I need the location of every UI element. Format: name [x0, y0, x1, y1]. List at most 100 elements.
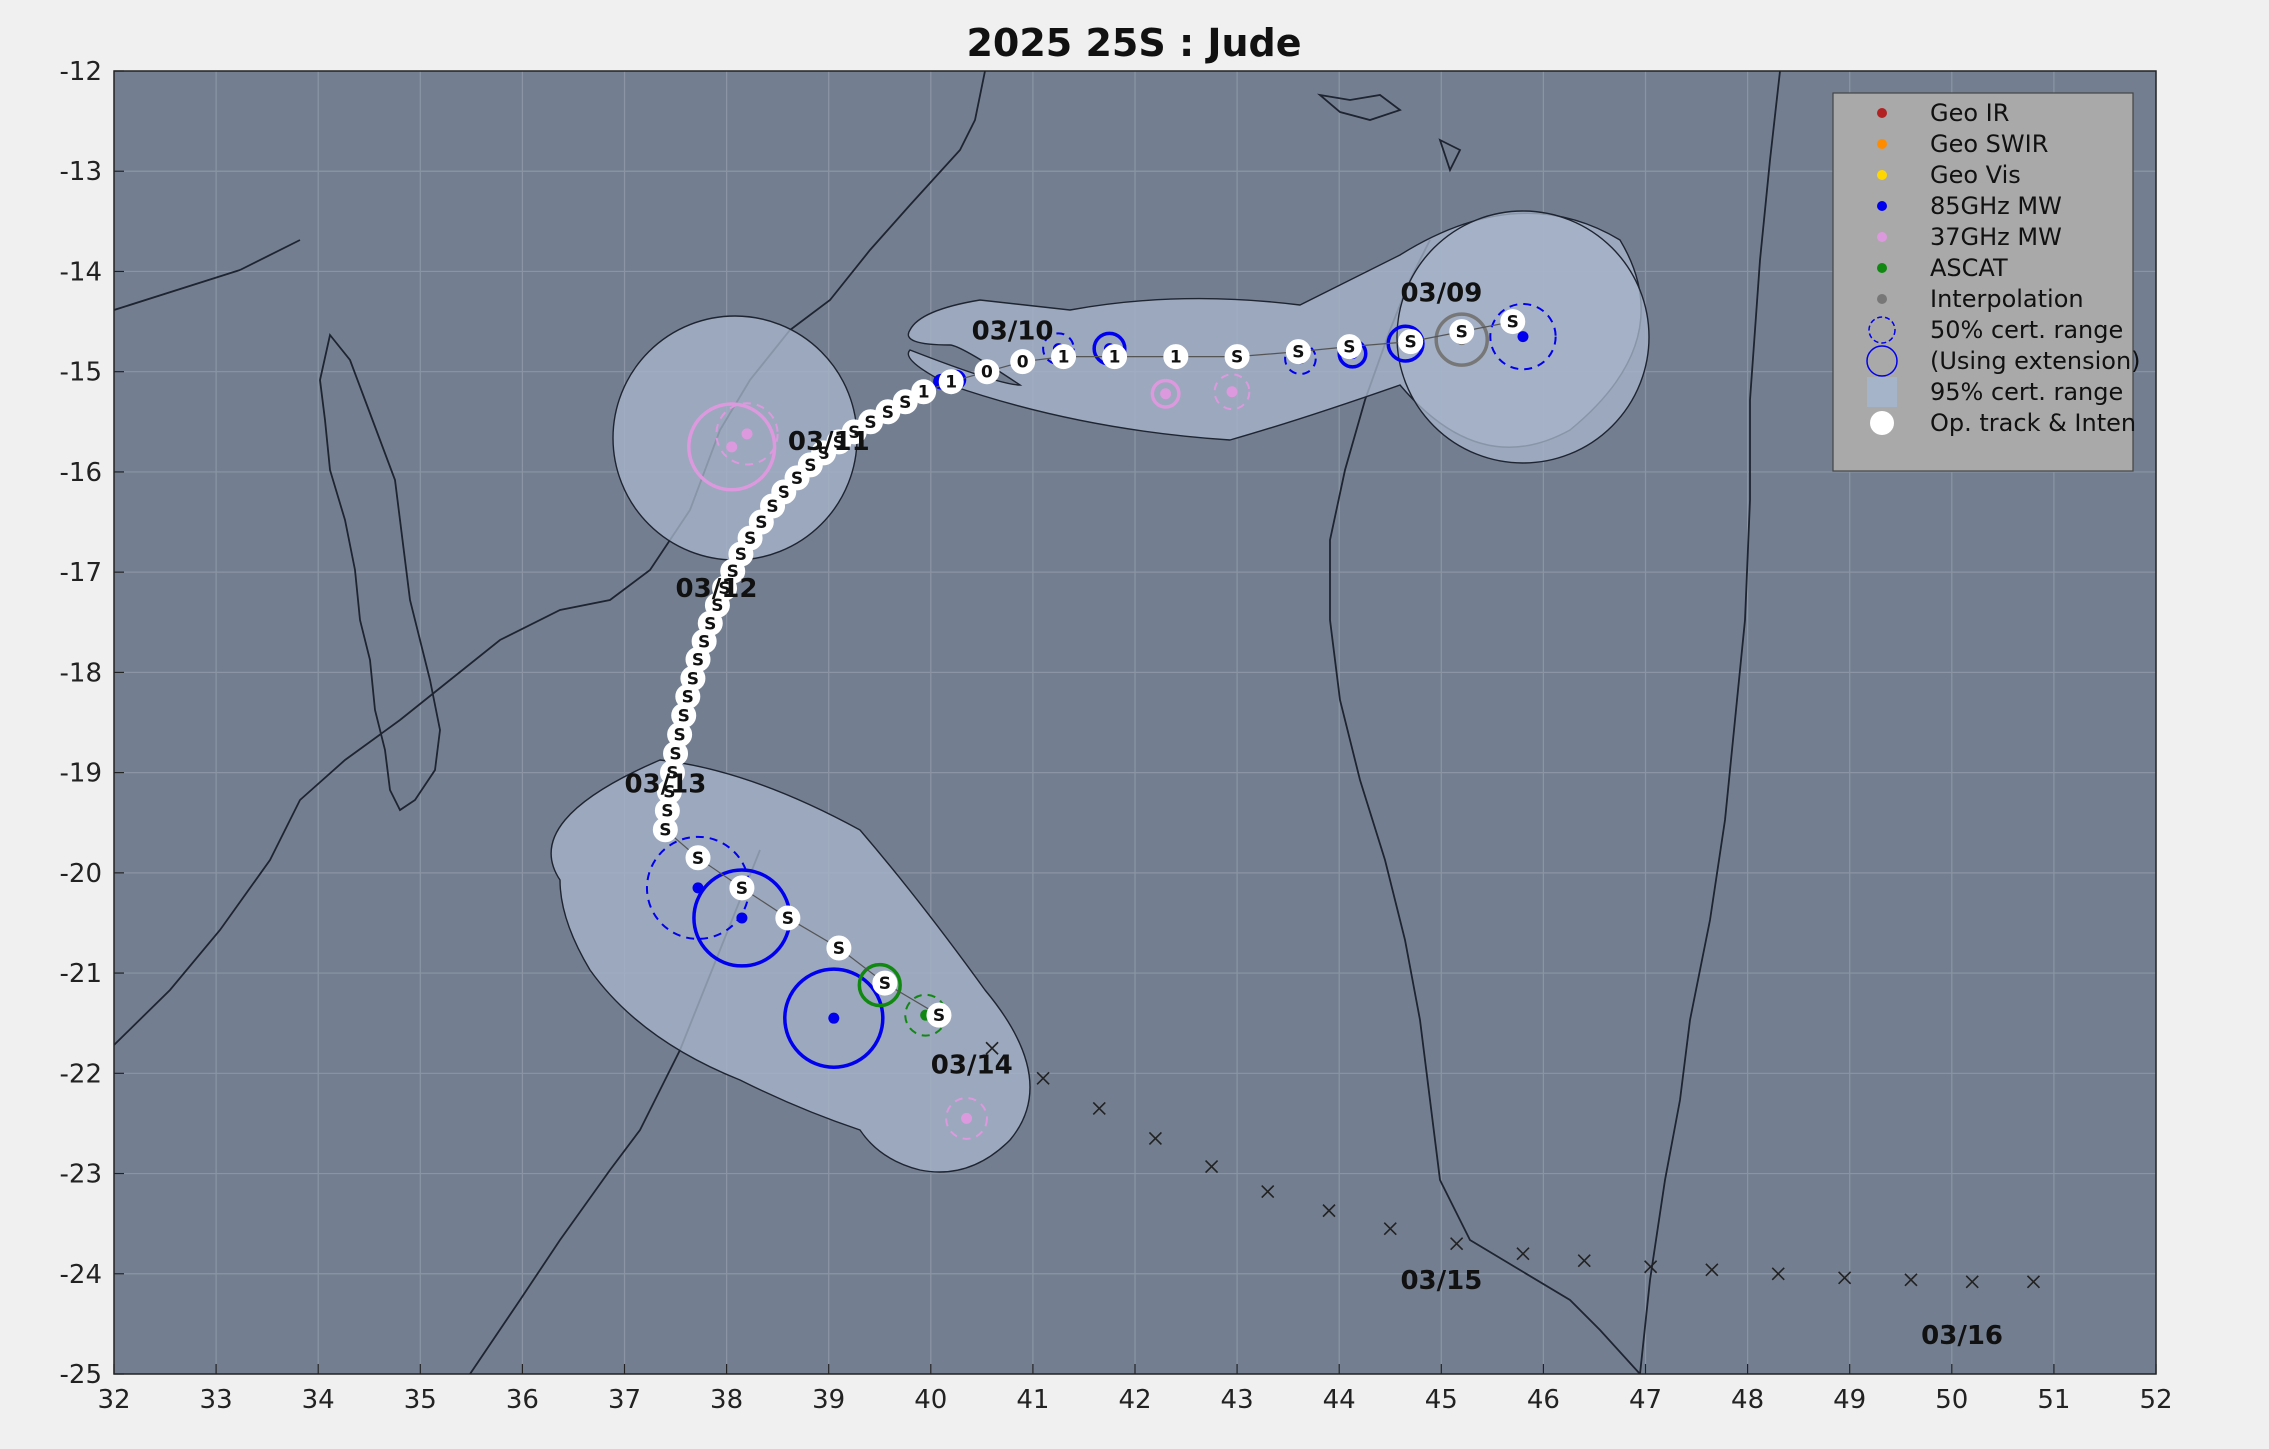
x-tick-label: 52: [2139, 1385, 2172, 1415]
op-track-intensity: S: [755, 513, 767, 533]
cone-95pct-end: [550, 759, 1031, 1173]
fix-certainty-circle: [945, 1096, 988, 1140]
fix-certainty-circle: [1042, 332, 1075, 365]
y-tick-label: -19: [60, 759, 102, 789]
op-track-intensity: 1: [945, 373, 957, 393]
op-track-point: [1010, 349, 1036, 375]
forecast-x-stroke: [1705, 1263, 1719, 1277]
legend-label: 50% cert. range: [1930, 316, 2123, 344]
x-tick-label: 35: [404, 1385, 437, 1415]
legend-label: 95% cert. range: [1930, 378, 2123, 406]
forecast-x-stroke: [1148, 1131, 1162, 1146]
op-track-point: [974, 359, 1000, 385]
op-track-intensity: S: [1507, 313, 1519, 333]
forecast-x-stroke: [2026, 1275, 2041, 1289]
date-label: 03/16: [1921, 1321, 2003, 1351]
fix-certainty-circle: [1150, 378, 1181, 409]
x-tick-label: 45: [1425, 1385, 1458, 1415]
op-track-intensity: S: [663, 783, 675, 803]
y-tick-label: -24: [60, 1260, 102, 1290]
y-tick-label: -14: [60, 257, 102, 287]
forecast-x-marker: [1036, 1071, 1050, 1085]
forecast-x-marker: [1148, 1131, 1162, 1146]
fix-dot: [736, 912, 748, 924]
forecast-x-stroke: [1205, 1159, 1219, 1174]
op-track-point: [1336, 334, 1362, 360]
forecast-x-marker: [985, 1041, 999, 1055]
legend-label: Interpolation: [1930, 285, 2084, 313]
op-track-intensity: S: [661, 802, 673, 822]
op-track-intensity: S: [766, 497, 778, 517]
forecast-x-stroke: [1838, 1271, 1852, 1285]
fix-certainty-circle: [783, 967, 885, 1069]
op-track-point: [685, 845, 711, 871]
legend-dot-icon: [1877, 232, 1887, 242]
forecast-x-marker: [1771, 1267, 1785, 1281]
x-tick-label: 46: [1527, 1385, 1560, 1415]
forecast-x-marker: [1450, 1237, 1464, 1251]
legend-label: 85GHz MW: [1930, 192, 2062, 220]
fix-dot: [961, 1112, 973, 1124]
op-track-point: [938, 369, 964, 395]
fix-certainty-circle: [1489, 302, 1557, 371]
op-track-point: [1500, 309, 1526, 335]
chart-title: 2025 25S : Jude: [966, 21, 1301, 65]
forecast-x-marker: [1705, 1263, 1719, 1277]
op-track-intensity: S: [659, 821, 671, 841]
op-track-intensity: S: [833, 939, 845, 959]
legend-box: [1832, 92, 2134, 472]
y-tick-label: -15: [60, 358, 102, 388]
forecast-x-stroke: [1516, 1247, 1530, 1261]
forecast-x-marker: [2026, 1275, 2041, 1289]
legend-dot-icon: [1877, 294, 1887, 304]
y-tick-label: -23: [60, 1160, 102, 1190]
op-track-intensity: S: [1456, 323, 1468, 343]
legend-label: (Using extension): [1930, 347, 2141, 375]
date-label: 03/13: [625, 770, 707, 800]
op-track-intensity: 1: [1058, 348, 1070, 368]
op-track-point: [1224, 344, 1250, 370]
op-track-intensity: S: [674, 726, 686, 746]
date-label: 03/15: [1400, 1266, 1482, 1296]
op-track-markers: SSSSSS1110011SSSSSSSSSSSSSSSSSSSSSSSSSSS…: [652, 309, 1526, 1028]
op-track-intensity: S: [669, 745, 681, 765]
forecast-x-marker: [1516, 1247, 1530, 1261]
forecast-x-stroke: [1450, 1237, 1464, 1251]
forecast-x-stroke: [1644, 1260, 1658, 1274]
forecast-x-stroke: [1036, 1071, 1050, 1085]
fix-dot: [741, 428, 753, 440]
fix-dot: [1226, 386, 1238, 398]
date-label: 03/09: [1400, 279, 1482, 309]
x-tick-label: 47: [1629, 1385, 1662, 1415]
x-tick-label: 44: [1323, 1385, 1356, 1415]
y-tick-label: -22: [60, 1059, 102, 1089]
legend-label: ASCAT: [1930, 254, 2008, 282]
op-track-intensity: S: [791, 469, 803, 489]
forecast-x-marker: [1965, 1275, 1979, 1289]
x-tick-label: 38: [710, 1385, 743, 1415]
op-track-point: [1051, 344, 1077, 370]
forecast-x-marker: [1092, 1101, 1106, 1115]
op-track-point: [729, 875, 755, 901]
op-track-intensity: S: [678, 706, 690, 726]
fix-dot: [828, 1012, 840, 1024]
op-track-intensity: S: [864, 413, 876, 433]
y-tick-label: -20: [60, 859, 102, 889]
forecast-x-marker: [1577, 1254, 1591, 1268]
fix-dot: [726, 441, 738, 453]
x-tick-label: 43: [1221, 1385, 1254, 1415]
forecast-x-stroke: [1383, 1222, 1397, 1236]
x-tick-label: 48: [1731, 1385, 1764, 1415]
y-tick-label: -13: [60, 157, 102, 187]
x-tick-label: 42: [1118, 1385, 1151, 1415]
op-track-point: [1398, 329, 1424, 355]
date-label: 03/10: [972, 317, 1054, 347]
legend-dot-icon: [1877, 201, 1887, 211]
y-tick-label: -25: [60, 1360, 102, 1390]
x-tick-label: 33: [200, 1385, 233, 1415]
op-track-intensity: S: [1343, 338, 1355, 358]
forecast-x-marker: [1261, 1185, 1275, 1199]
legend-label: Geo Vis: [1930, 161, 2021, 189]
forecast-track: [985, 1041, 2041, 1289]
